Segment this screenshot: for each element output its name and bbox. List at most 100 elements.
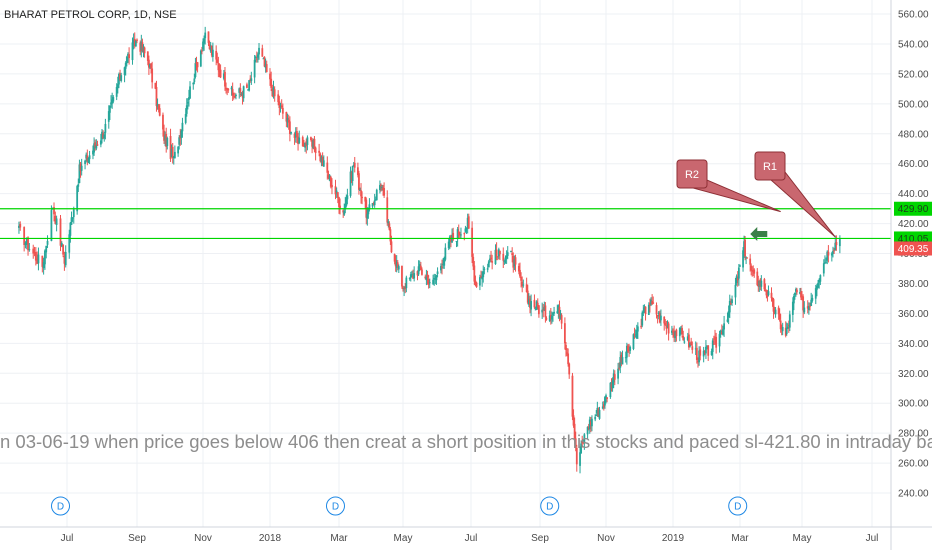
candle-body [510,250,512,253]
candle-body [819,275,822,282]
time-axis[interactable]: Jul Sep Nov 2018 Mar May Jul Sep Nov 2019 Mar May Ju… [61,533,879,544]
candle-body [496,256,499,258]
candle-body [444,247,447,260]
candle-body [606,397,608,399]
candle-body [261,48,264,57]
candle-body [170,148,173,158]
candle-body [386,197,389,223]
candle-body [731,299,733,303]
candle-body [380,184,382,186]
candle-body [751,269,754,272]
candle-body [227,88,230,91]
candle-body [367,209,370,215]
candle-body [240,93,243,96]
candle-body [565,345,567,351]
dividend-marker [540,496,560,516]
y-tick-label: 380.00 [898,279,929,290]
candle-body [466,217,469,228]
candle-body [54,215,57,224]
y-tick-label: 420.00 [898,219,929,230]
candle-body [193,78,196,83]
candle-body [489,258,491,261]
candle-body [401,266,403,287]
candle-body [706,345,708,347]
candle-body [486,268,489,270]
candle-body [166,137,169,146]
candle-body [286,118,289,123]
candle-body [374,199,377,201]
x-tick-label: Sep [531,533,549,544]
candle-body [258,47,260,55]
candle-body [25,237,28,245]
candle-body [44,250,46,265]
candle-body [133,38,136,47]
candle-body [785,327,788,334]
candle-body [277,94,280,103]
candle-body [62,244,65,255]
candle-body [556,311,559,314]
candle-body [404,286,407,290]
candle-body [280,105,283,108]
candle-body [225,87,227,89]
candle-body [346,195,349,200]
candle-body [602,404,605,408]
candle-body [618,367,621,369]
candle-body [588,419,591,430]
candle-body [675,329,678,337]
candle-body [203,38,205,44]
candle-body [657,312,660,315]
candle-body [120,75,123,81]
candle-body [36,258,39,264]
candle-body [33,251,36,254]
candle-body [394,260,397,267]
y-tick-label: 540.00 [898,39,929,50]
candle-body [99,140,102,145]
candle-body [305,141,308,147]
candle-body [818,279,821,283]
candle-body [715,336,718,348]
candle-body [827,251,830,256]
candle-body [78,164,81,184]
candle-body [96,144,99,146]
candle-body [825,262,827,264]
candle-body [95,145,98,149]
price-axis[interactable]: 560.00 540.00 520.00 500.00 480.00 460.00 440.… [898,10,929,500]
candle-body [123,67,126,75]
y-tick-label: 340.00 [898,339,929,350]
callout-label: R2 [685,169,699,181]
candle-body [682,336,685,340]
candle-body [553,311,555,314]
candle-body [666,325,669,327]
candle-body [84,160,86,165]
candle-body [142,47,145,53]
candle-body [139,42,142,52]
candle-body [625,345,628,358]
candle-body [589,421,592,426]
candle-body [186,102,189,104]
candle-body [382,187,384,190]
candle-body [702,350,705,357]
candle-body [150,63,152,69]
dividend-marker-label: D [57,502,64,513]
candle-body [356,167,359,176]
candle-body [313,138,316,150]
candle-body [458,234,461,236]
candle-body [141,42,144,51]
candle-body [285,111,288,122]
candle-body [695,347,698,360]
candle-body [624,357,627,359]
candle-body [730,303,732,305]
candle-body [375,189,378,201]
candle-body [784,327,787,336]
candle-body [686,336,689,341]
candle-body [689,342,691,347]
candle-body [759,279,762,287]
candle-body [611,380,614,389]
candle-body [643,307,646,313]
candle-body [467,216,470,229]
candle-body [124,62,127,69]
candle-body [368,204,371,210]
candle-body [419,265,422,270]
